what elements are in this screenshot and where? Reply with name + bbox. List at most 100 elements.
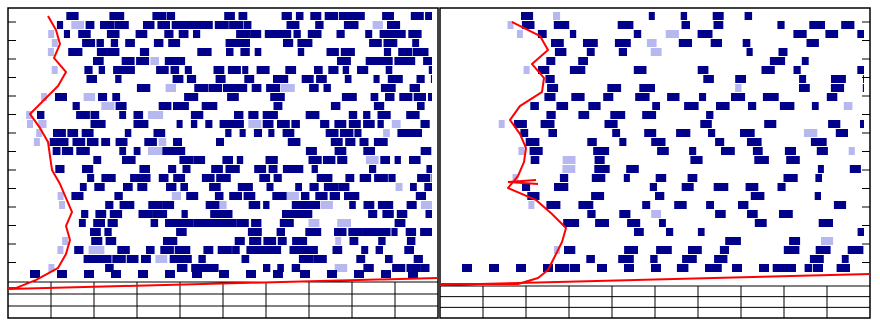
mark-dark — [254, 165, 267, 173]
mark-dark — [315, 21, 324, 29]
mark-light — [562, 156, 576, 164]
mark-dark — [548, 129, 557, 137]
mark-dark — [537, 30, 547, 38]
mark-dark — [578, 111, 590, 119]
mark-light — [59, 201, 65, 209]
mark-dark — [569, 66, 586, 74]
mark-dark — [214, 21, 229, 29]
mark-dark — [752, 147, 763, 155]
mark-dark — [90, 120, 106, 128]
mark-dark — [431, 174, 432, 182]
mark-dark — [392, 264, 406, 272]
mark-dark — [586, 255, 595, 263]
mark-dark — [385, 66, 393, 74]
mark-dark — [546, 201, 561, 209]
mark-light — [51, 66, 58, 74]
mark-dark — [520, 129, 529, 137]
mark-dark — [425, 210, 432, 218]
mark-dark — [789, 237, 801, 245]
mark-dark — [412, 48, 429, 56]
mark-dark — [810, 138, 827, 146]
mark-dark — [254, 48, 262, 56]
mark-dark — [236, 219, 249, 227]
mark-dark — [521, 21, 535, 29]
mark-dark — [708, 129, 716, 137]
mark-dark — [146, 246, 155, 254]
mark-dark — [105, 237, 117, 245]
mark-dark — [305, 228, 322, 236]
mark-dark — [227, 66, 241, 74]
mark-dark — [586, 48, 595, 56]
mark-light — [365, 156, 379, 164]
bottom-grid — [8, 281, 438, 319]
mark-dark — [387, 75, 403, 83]
mark-dark — [250, 30, 262, 38]
mark-dark — [79, 183, 87, 191]
mark-dark — [416, 75, 425, 83]
mark-dark — [746, 48, 753, 56]
mark-dark — [348, 120, 361, 128]
mark-dark — [72, 102, 80, 110]
mark-dark — [368, 210, 378, 218]
mark-dark — [344, 75, 352, 83]
mark-dark — [391, 228, 398, 236]
mark-light — [26, 111, 33, 119]
mark-dark — [762, 93, 779, 101]
mark-dark — [113, 66, 128, 74]
mark-dark — [184, 93, 199, 101]
mark-dark — [282, 210, 298, 218]
mark-dark — [248, 201, 261, 209]
mark-dark — [703, 75, 714, 83]
mark-dark — [385, 93, 395, 101]
mark-dark — [58, 138, 69, 146]
mark-dark — [98, 66, 105, 74]
mark-dark — [186, 192, 199, 200]
mark-dark — [210, 210, 226, 218]
mark-dark — [334, 147, 347, 155]
mark-dark — [234, 237, 245, 245]
mark-dark — [138, 210, 153, 218]
mark-dark — [619, 138, 627, 146]
mark-dark — [225, 129, 232, 137]
mark-dark — [813, 264, 823, 272]
mark-dark — [247, 228, 262, 236]
mark-dark — [522, 183, 531, 191]
mark-dark — [428, 93, 432, 101]
mark-dark — [651, 264, 661, 272]
mark-dark — [86, 138, 99, 146]
mark-dark — [135, 30, 148, 38]
mark-dark — [591, 192, 605, 200]
mark-dark — [197, 48, 212, 56]
mark-dark — [124, 129, 132, 137]
mark-light — [27, 120, 33, 128]
mark-dark — [310, 12, 322, 20]
mark-dark — [546, 57, 556, 65]
mark-dark — [377, 120, 384, 128]
mark-dark — [380, 84, 396, 92]
mark-dark — [164, 57, 180, 65]
mark-dark — [369, 165, 377, 173]
mark-dark — [353, 12, 365, 20]
mark-dark — [428, 66, 432, 74]
mark-dark — [173, 174, 186, 182]
mark-dark — [301, 192, 310, 200]
mark-dark — [430, 75, 432, 83]
mark-dark — [339, 12, 354, 20]
mark-dark — [516, 264, 526, 272]
mark-light — [395, 183, 403, 191]
mark-dark — [862, 84, 864, 92]
mark-dark — [292, 237, 308, 245]
mark-dark — [157, 21, 170, 29]
mark-dark — [251, 84, 262, 92]
mark-dark — [112, 255, 126, 263]
mark-dark — [619, 210, 631, 218]
mark-dark — [349, 201, 356, 209]
mark-dark — [597, 264, 607, 272]
mark-dark — [811, 102, 819, 110]
mark-dark — [125, 39, 135, 47]
mark-dark — [211, 165, 223, 173]
mark-dark — [104, 228, 112, 236]
mark-dark — [165, 219, 181, 227]
mark-dark — [783, 246, 800, 254]
mark-dark — [655, 174, 667, 182]
